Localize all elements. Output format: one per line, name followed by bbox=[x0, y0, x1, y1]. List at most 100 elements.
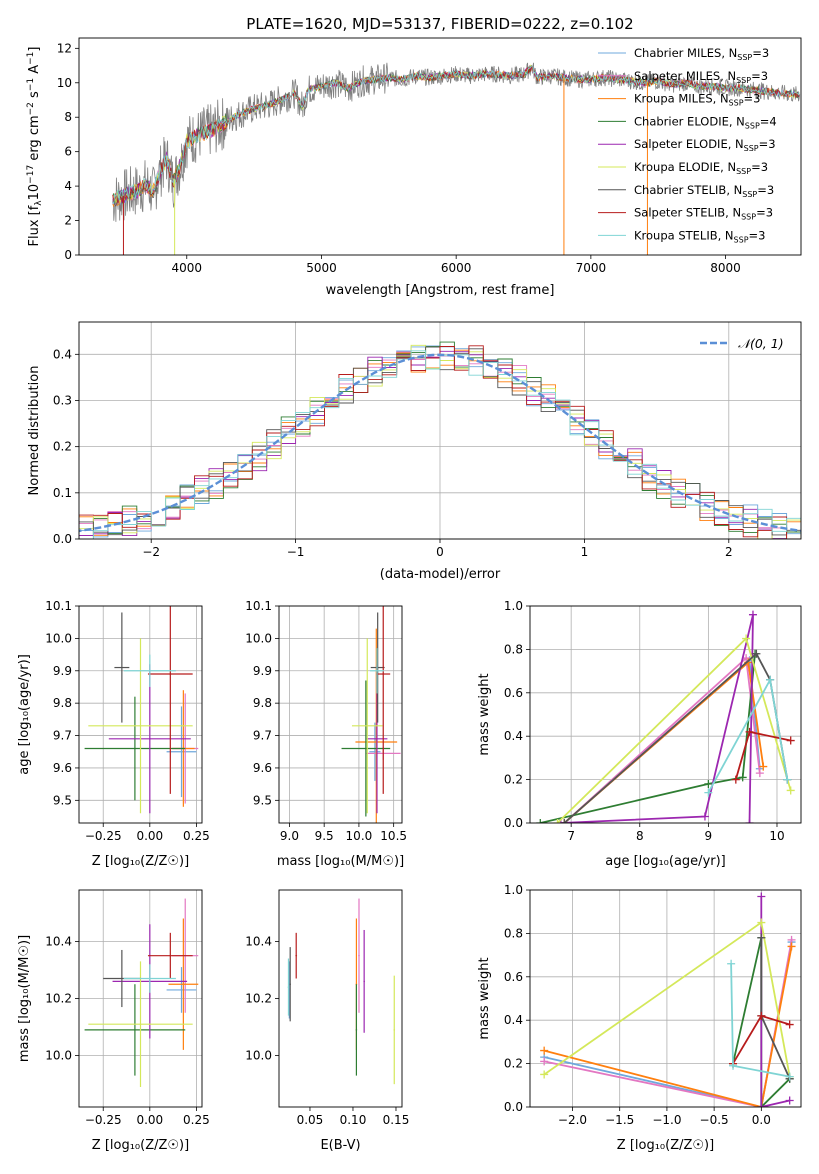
x-tick-label: 6000 bbox=[441, 261, 472, 275]
x-tick-label: 4000 bbox=[171, 261, 202, 275]
data-point bbox=[376, 737, 378, 740]
x-tick-label: 0.05 bbox=[297, 1113, 324, 1127]
y-axis-label: age [log₁₀(age/yr)] bbox=[17, 654, 32, 775]
data-point bbox=[134, 747, 136, 750]
weight-marker bbox=[757, 918, 766, 927]
data-point bbox=[169, 954, 172, 957]
y-tick-label: 8 bbox=[64, 110, 72, 124]
x-tick-label: 2 bbox=[725, 545, 733, 559]
data-point bbox=[180, 989, 183, 991]
y-tick-label: 12 bbox=[57, 41, 72, 55]
y-tick-label: 9.7 bbox=[253, 729, 272, 743]
y-tick-label: 10.0 bbox=[245, 631, 272, 645]
data-point bbox=[134, 1029, 136, 1031]
x-tick-label: 0 bbox=[436, 545, 444, 559]
y-tick-label: 0.2 bbox=[504, 773, 523, 787]
weight-marker bbox=[729, 1061, 738, 1070]
data-point bbox=[374, 750, 376, 753]
x-tick-label: −0.25 bbox=[85, 1113, 122, 1127]
x-tick-label: −1.5 bbox=[605, 1113, 634, 1127]
legend-label-part: =3 bbox=[744, 92, 761, 106]
plot-area-age-vs-Z bbox=[84, 606, 199, 814]
y-tick-label: 10.0 bbox=[45, 631, 72, 645]
y-axis-label-part: −2 bbox=[26, 102, 36, 115]
data-point bbox=[169, 673, 172, 675]
y-tick-label: 4 bbox=[64, 179, 72, 193]
y-tick-label: 0.0 bbox=[53, 532, 72, 546]
legend-label-part: SSP bbox=[737, 53, 752, 62]
y-axis-label-part: −1 bbox=[26, 52, 36, 65]
plot-area-mass-vs-EBV bbox=[287, 898, 396, 1085]
legend-label: Chabrier STELIB, NSSP=3 bbox=[634, 183, 774, 199]
x-tick-label: −0.25 bbox=[85, 829, 122, 843]
x-tick-label: 0.00 bbox=[136, 829, 163, 843]
x-axis-label: E(B-V) bbox=[320, 1138, 360, 1153]
y-axis-label-part: s bbox=[27, 91, 42, 102]
x-tick-label: 0.15 bbox=[383, 1113, 410, 1127]
x-tick-label: 9 bbox=[705, 829, 713, 843]
weight-marker bbox=[540, 1046, 549, 1055]
y-tick-label: 9.5 bbox=[253, 793, 272, 807]
plot-area-spectrum bbox=[112, 62, 801, 255]
axes-mass-vs-Z: −0.25 0.00 0.25 10.0 10.2 10.4 Z [log₁₀(Z/Z☉)]… bbox=[17, 889, 210, 1153]
y-tick-label: 0.8 bbox=[504, 642, 523, 656]
x-tick-label: 0.25 bbox=[183, 1113, 210, 1127]
legend-label-part: Chabrier ELODIE, N bbox=[634, 114, 745, 128]
y-axis-label: Normed distribution bbox=[27, 366, 42, 496]
weight-marker bbox=[785, 1096, 794, 1105]
legend-label-part: SSP bbox=[736, 167, 751, 176]
y-tick-label: 9.8 bbox=[253, 696, 272, 710]
data-point bbox=[295, 954, 298, 957]
x-tick-label: 5000 bbox=[306, 261, 337, 275]
weight-marker bbox=[536, 819, 545, 823]
data-point bbox=[182, 983, 185, 986]
y-axis-label: mass weight bbox=[477, 673, 492, 755]
data-point bbox=[366, 725, 369, 727]
y-tick-label: 10 bbox=[57, 76, 72, 90]
axes-age-vs-Z: −0.25 0.00 0.25 9.5 9.6 9.7 9.8 9.9 10.0 10.1 Z [l… bbox=[17, 599, 210, 869]
legend-label: Chabrier MILES, NSSP=3 bbox=[634, 46, 769, 62]
weight-marker bbox=[553, 819, 562, 823]
weight-marker bbox=[745, 727, 754, 736]
x-tick-label: −1.0 bbox=[652, 1113, 681, 1127]
legend-label-part: =3 bbox=[757, 183, 774, 197]
y-axis-label-part: −1 bbox=[26, 78, 36, 91]
y-tick-label: 1.0 bbox=[504, 599, 523, 613]
data-point bbox=[149, 737, 151, 740]
weight-marker bbox=[757, 1011, 766, 1020]
x-tick-label: 1 bbox=[581, 545, 589, 559]
y-tick-label: 10.1 bbox=[245, 599, 272, 613]
data-point bbox=[139, 1023, 142, 1025]
x-tick-label: 9.5 bbox=[315, 829, 334, 843]
legend-label: Kroupa STELIB, NSSP=3 bbox=[634, 228, 765, 244]
x-tick-label: 7000 bbox=[576, 261, 607, 275]
x-axis-label: (data-model)/error bbox=[380, 567, 501, 582]
x-tick-label: −2 bbox=[142, 545, 160, 559]
legend-label: Kroupa ELODIE, NSSP=3 bbox=[634, 160, 768, 176]
y-axis-label-part: 10 bbox=[27, 184, 42, 201]
legend-label-part: SSP bbox=[745, 121, 760, 130]
weight-marker bbox=[745, 819, 754, 823]
y-tick-label: 0.4 bbox=[504, 729, 523, 743]
x-tick-label: −1 bbox=[287, 545, 305, 559]
weight-line bbox=[540, 653, 756, 823]
weight-marker bbox=[785, 1020, 794, 1029]
x-tick-label: 0.00 bbox=[136, 1113, 163, 1127]
x-tick-label: 10 bbox=[769, 829, 784, 843]
legend-label-part: =4 bbox=[760, 114, 777, 128]
data-point bbox=[149, 977, 151, 980]
weight-line bbox=[543, 946, 793, 1107]
legend-label-part: SSP bbox=[744, 144, 759, 153]
y-tick-label: 2 bbox=[64, 214, 72, 228]
y-axis-label-part: Flux [f bbox=[27, 205, 42, 246]
y-tick-label: 9.9 bbox=[253, 664, 272, 678]
axes-frame bbox=[78, 321, 802, 540]
weight-line bbox=[563, 658, 761, 823]
weight-marker bbox=[540, 1070, 549, 1079]
y-tick-label: 0.2 bbox=[504, 1057, 523, 1071]
x-tick-label: 0.0 bbox=[752, 1113, 771, 1127]
weight-marker bbox=[786, 786, 795, 795]
x-axis-label: mass [log₁₀(M/M☉)] bbox=[277, 854, 404, 869]
